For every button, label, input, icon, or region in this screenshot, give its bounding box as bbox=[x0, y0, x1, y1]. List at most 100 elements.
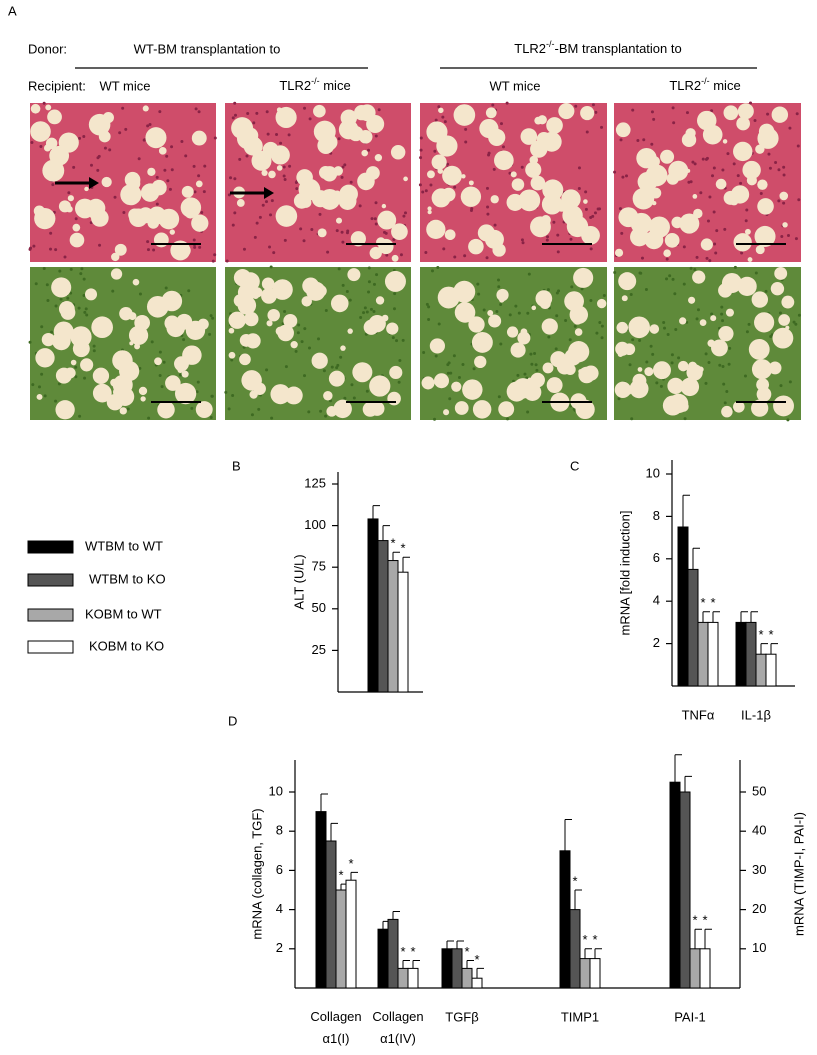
cell-dot bbox=[283, 238, 287, 242]
cell-dot bbox=[162, 360, 166, 364]
cell-dot bbox=[152, 248, 156, 252]
cell-dot bbox=[568, 338, 572, 342]
cell-dot bbox=[398, 359, 402, 363]
lipid-droplet bbox=[468, 238, 484, 255]
cell-dot bbox=[78, 414, 82, 418]
cell-dot bbox=[452, 354, 456, 358]
cell-dot bbox=[593, 211, 597, 215]
cell-dot bbox=[721, 364, 725, 368]
bar bbox=[325, 840, 337, 989]
bar bbox=[765, 653, 777, 687]
cell-dot bbox=[436, 266, 440, 270]
y2-tick-label: 20 bbox=[752, 901, 766, 916]
cell-dot bbox=[714, 251, 718, 255]
lipid-droplet bbox=[754, 225, 776, 247]
cell-dot bbox=[402, 214, 406, 218]
cell-dot bbox=[618, 207, 622, 211]
lipid-droplet bbox=[431, 188, 451, 208]
cell-dot bbox=[29, 246, 33, 250]
lipid-droplet bbox=[693, 208, 703, 219]
cell-dot bbox=[92, 344, 96, 348]
lipid-droplet bbox=[369, 401, 385, 416]
lipid-droplet bbox=[358, 104, 376, 122]
cell-dot bbox=[168, 187, 172, 191]
cell-dot bbox=[72, 165, 76, 169]
cell-dot bbox=[375, 273, 379, 277]
significance-star: * bbox=[700, 595, 705, 610]
lipid-droplet bbox=[686, 364, 703, 381]
lipid-droplet bbox=[541, 318, 558, 335]
error-bar bbox=[456, 940, 464, 949]
lipid-droplet bbox=[581, 225, 600, 245]
cell-dot bbox=[574, 104, 578, 108]
cell-dot bbox=[341, 165, 345, 169]
significance-star: * bbox=[348, 856, 353, 871]
bar bbox=[387, 560, 399, 693]
cell-dot bbox=[40, 372, 44, 376]
lipid-droplet bbox=[723, 190, 738, 205]
lipid-droplet bbox=[437, 168, 444, 174]
cell-dot bbox=[302, 239, 306, 243]
lipid-droplet bbox=[158, 147, 167, 155]
lipid-droplet bbox=[195, 180, 203, 188]
cell-dot bbox=[233, 211, 237, 215]
y2-tick-label: 30 bbox=[752, 862, 766, 877]
cell-dot bbox=[514, 304, 518, 308]
recipient-label: Recipient: bbox=[28, 78, 86, 93]
bar bbox=[569, 909, 581, 989]
lipid-droplet bbox=[597, 298, 607, 309]
lipid-droplet bbox=[134, 314, 150, 331]
lipid-droplet bbox=[520, 328, 528, 336]
cell-dot bbox=[556, 250, 560, 254]
cell-dot bbox=[662, 320, 666, 324]
lipid-droplet bbox=[721, 405, 733, 418]
lipid-droplet bbox=[637, 367, 643, 372]
header-label: WT mice bbox=[99, 78, 150, 93]
superscript: -/- bbox=[311, 76, 320, 86]
lipid-droplet bbox=[744, 228, 751, 235]
cell-dot bbox=[707, 361, 711, 365]
cell-dot bbox=[650, 110, 654, 114]
cell-dot bbox=[193, 245, 197, 249]
cell-dot bbox=[46, 298, 50, 302]
text-part: mice bbox=[710, 78, 741, 93]
cell-dot bbox=[295, 187, 299, 191]
superscript: -/- bbox=[546, 39, 555, 49]
cell-dot bbox=[696, 308, 700, 312]
lipid-droplet bbox=[165, 375, 181, 391]
error-bar bbox=[350, 871, 358, 881]
lipid-droplet bbox=[245, 333, 261, 349]
cell-dot bbox=[663, 326, 667, 330]
significance-star: * bbox=[410, 944, 415, 959]
lipid-droplet bbox=[518, 189, 541, 212]
lipid-droplet bbox=[120, 184, 142, 206]
lipid-droplet bbox=[267, 308, 280, 322]
cell-dot bbox=[693, 162, 697, 166]
lipid-droplet bbox=[468, 180, 474, 186]
cell-dot bbox=[705, 256, 709, 260]
lipid-droplet bbox=[438, 107, 444, 114]
arrow-head bbox=[264, 187, 274, 199]
cell-dot bbox=[349, 180, 353, 184]
significance-star: * bbox=[572, 873, 577, 888]
cell-dot bbox=[577, 166, 581, 170]
cell-dot bbox=[777, 199, 781, 203]
lipid-droplet bbox=[58, 301, 75, 317]
lipid-droplet bbox=[106, 393, 124, 411]
lipid-droplet bbox=[323, 391, 333, 401]
lipid-droplet bbox=[715, 178, 727, 190]
cell-dot bbox=[245, 154, 249, 158]
cell-dot bbox=[275, 133, 279, 137]
y2-tick-label: 50 bbox=[752, 783, 766, 798]
cell-dot bbox=[706, 219, 710, 223]
lipid-droplet bbox=[436, 135, 458, 157]
lipid-droplet bbox=[154, 357, 162, 366]
cell-dot bbox=[54, 304, 58, 308]
lipid-droplet bbox=[427, 170, 435, 179]
cell-dot bbox=[303, 327, 307, 331]
cell-dot bbox=[343, 396, 347, 400]
cell-dot bbox=[782, 173, 786, 177]
lipid-droplet bbox=[700, 238, 713, 251]
cell-dot bbox=[508, 313, 512, 317]
cell-dot bbox=[28, 340, 32, 344]
